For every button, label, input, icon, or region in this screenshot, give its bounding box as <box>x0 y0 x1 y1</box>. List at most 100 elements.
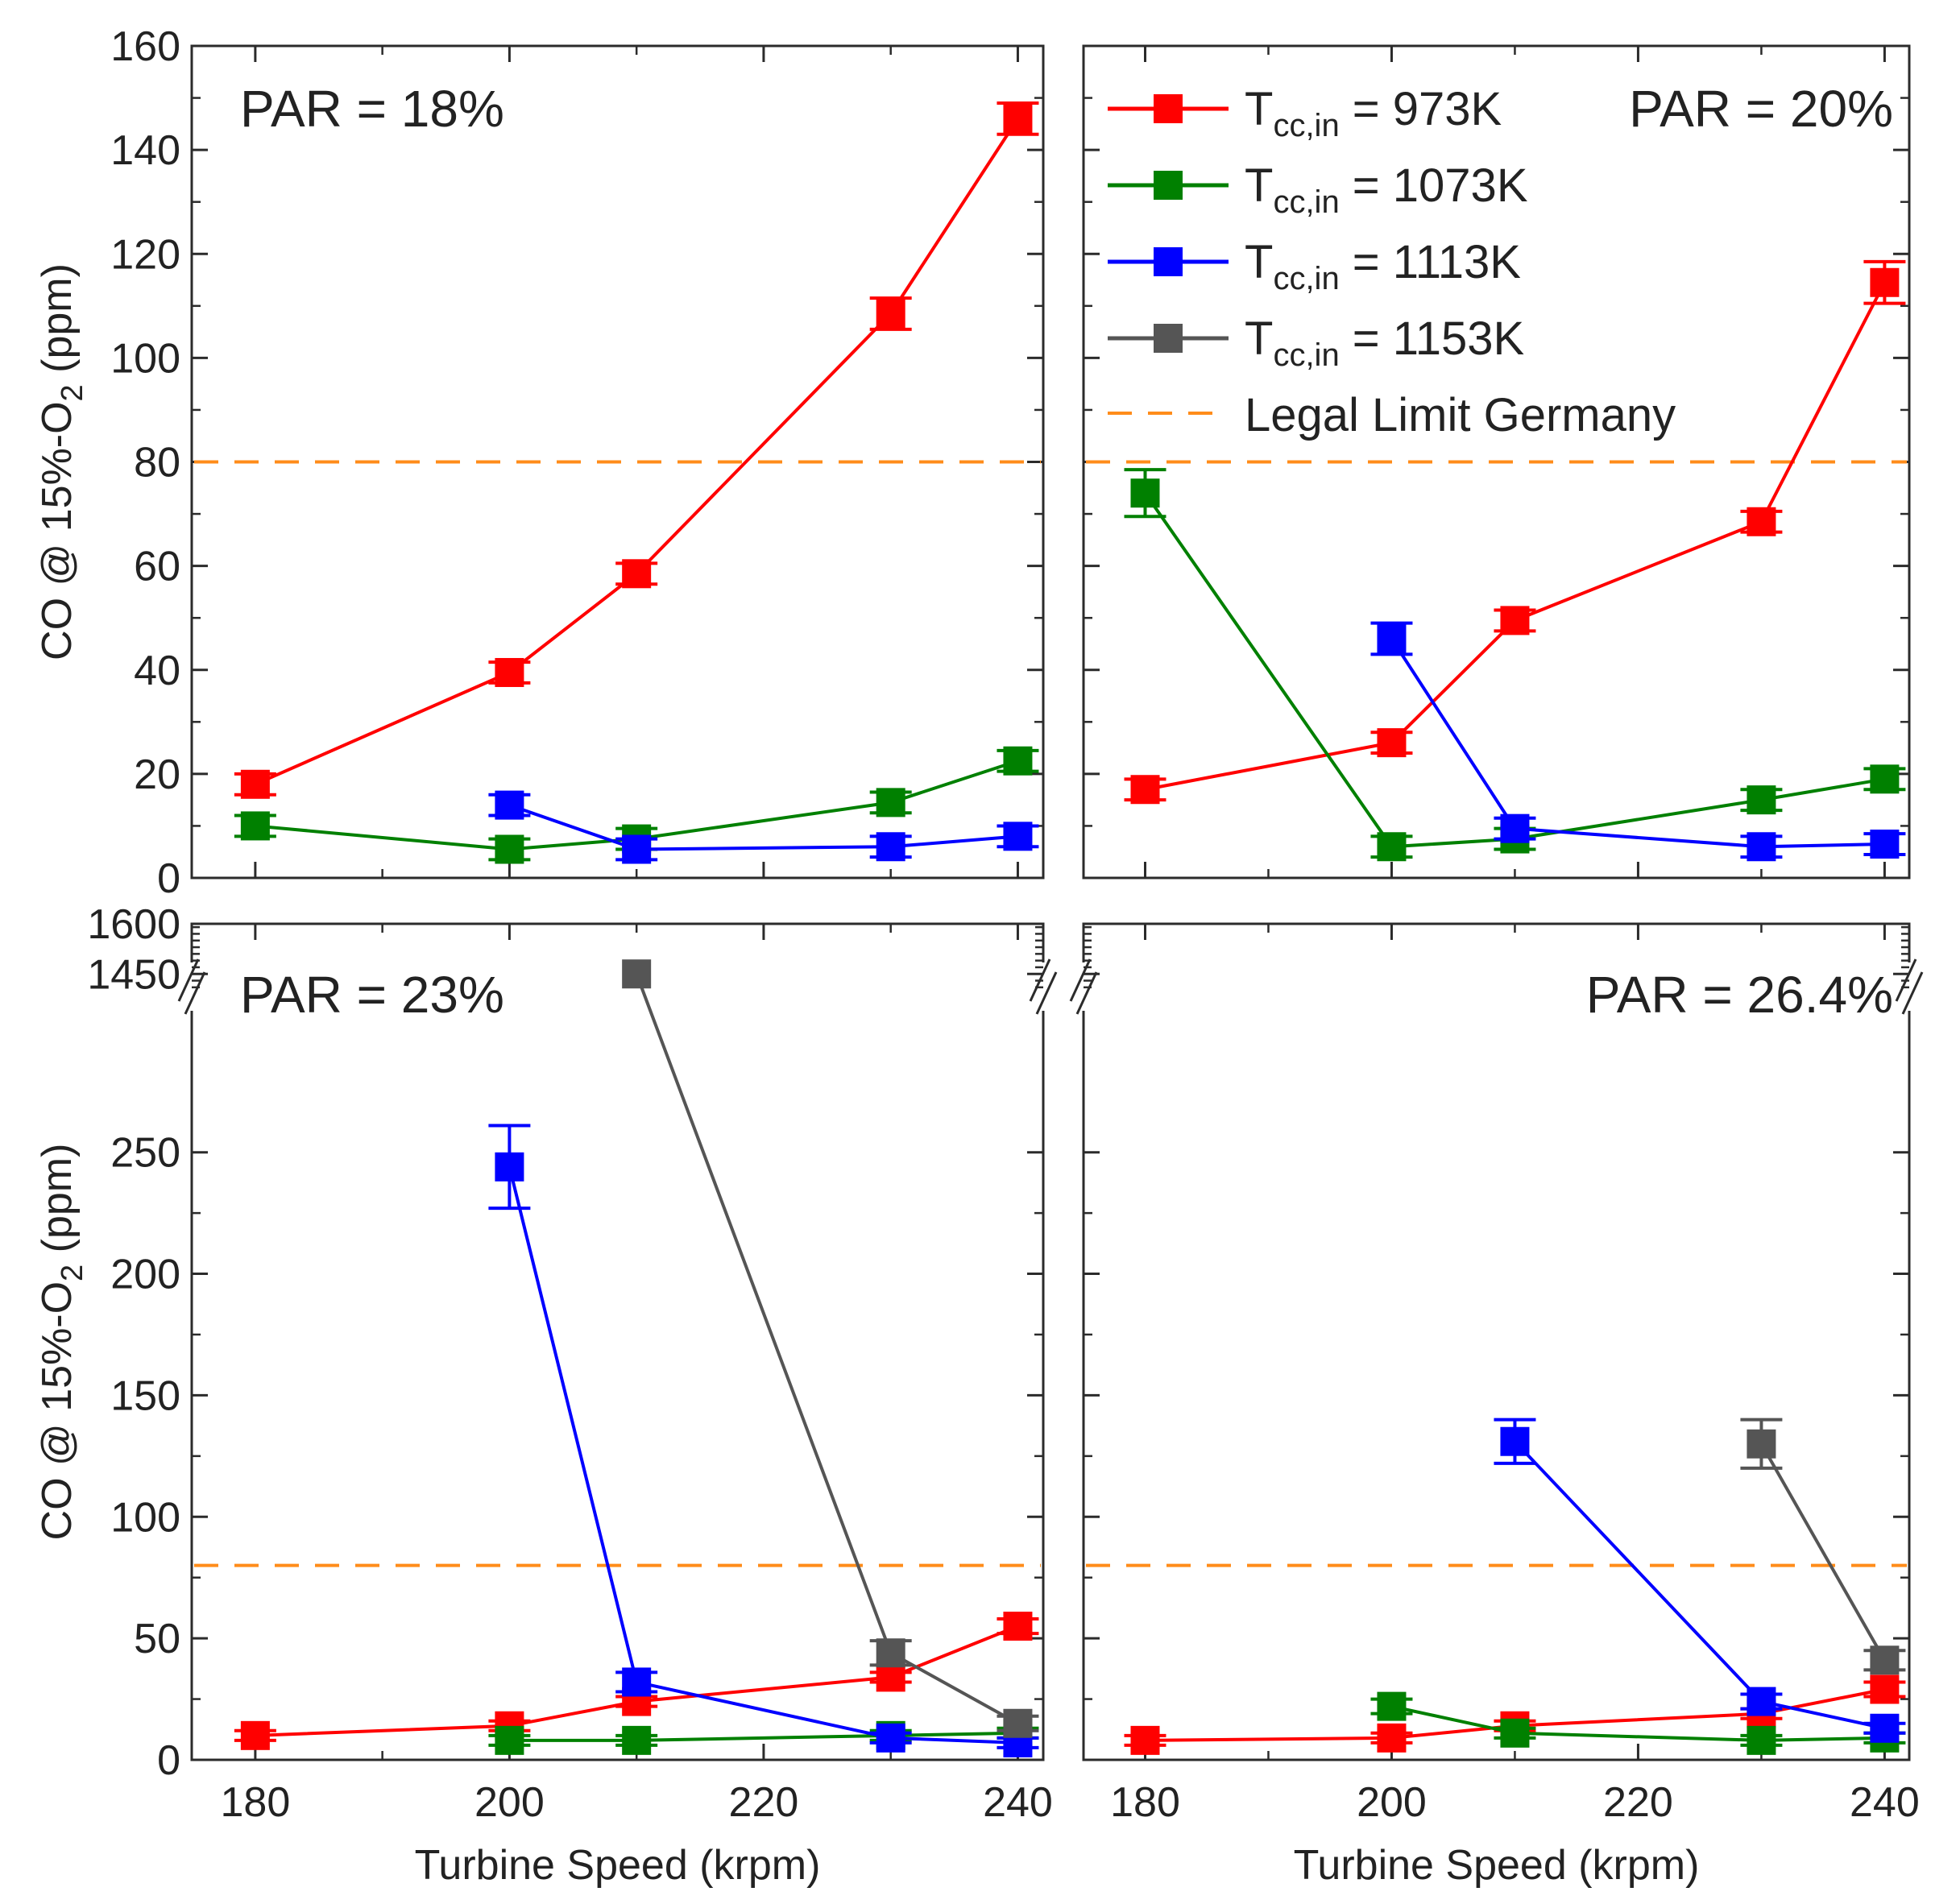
panel-title: PAR = 23% <box>240 966 504 1024</box>
axis-break-mark <box>1035 971 1058 1015</box>
data-point <box>622 559 652 589</box>
data-point <box>1747 785 1776 815</box>
y-tick-label: 40 <box>134 648 180 694</box>
data-point <box>1130 478 1160 508</box>
data-point <box>1870 830 1900 859</box>
legend-label: Legal Limit Germany <box>1245 389 1676 441</box>
axis-break-mark <box>184 971 206 1015</box>
plot-frame <box>190 922 1045 1761</box>
axis-break-mark <box>177 958 200 1002</box>
legend-swatch-marker <box>1154 94 1183 123</box>
y-tick-label: 0 <box>157 1737 180 1784</box>
legend-entry-1073K: Tcc,in = 1073K <box>1108 159 1528 220</box>
x-tick-label: 180 <box>220 1779 290 1826</box>
legend-entry-1153K: Tcc,in = 1153K <box>1108 313 1525 373</box>
legend-entry-limit: Legal Limit Germany <box>1108 389 1676 441</box>
data-point <box>1377 728 1407 758</box>
series-line <box>508 803 1018 851</box>
legend: Tcc,in = 973K Tcc,in = 1073K Tcc,in = 1113… <box>1108 83 1676 441</box>
data-point <box>1500 1718 1530 1748</box>
series-line <box>1513 1440 1885 1730</box>
panel-4: 180 200 220 240 Turbine Speed (krpm) PAR = 26… <box>1069 922 1924 1889</box>
y-tick-label: 50 <box>134 1616 180 1662</box>
data-point <box>1500 606 1530 635</box>
panel-2: PAR = 20% <box>1082 44 1911 880</box>
series-1153K <box>1740 1418 1906 1675</box>
data-point <box>240 769 270 799</box>
data-point <box>622 834 652 864</box>
data-point <box>876 299 905 329</box>
series-line <box>1391 1704 1885 1742</box>
data-point <box>1747 1725 1776 1755</box>
data-point <box>1130 775 1160 805</box>
axis-break-mark <box>1901 971 1924 1015</box>
data-point <box>495 834 524 864</box>
legend-label: Tcc,in = 973K <box>1245 83 1502 143</box>
y-tick-label-upper: 1450 <box>87 951 180 998</box>
panel-title: PAR = 20% <box>1629 80 1893 138</box>
data-point <box>622 1667 652 1697</box>
x-tick-label: 220 <box>1603 1779 1673 1826</box>
series-line <box>1759 1442 1887 1662</box>
x-tick-label: 220 <box>729 1779 799 1826</box>
data-point <box>1377 624 1407 654</box>
data-point <box>876 1638 905 1668</box>
data-point <box>1003 1708 1033 1738</box>
data-point <box>495 657 524 687</box>
axis-break-mark <box>1075 971 1098 1015</box>
data-point <box>876 1723 905 1753</box>
x-tick-label: 200 <box>474 1779 545 1826</box>
x-axis-label: Turbine Speed (krpm) <box>415 1842 821 1889</box>
legend-swatch-marker <box>1154 324 1183 353</box>
series-1073K <box>1124 468 1906 862</box>
y-axis-label: CO @ 15%-O2 (ppm) <box>34 263 89 660</box>
data-point <box>1870 1645 1900 1675</box>
data-point <box>1500 813 1530 843</box>
series-line <box>508 1166 1018 1745</box>
data-point <box>622 1725 652 1755</box>
y-axis-label: CO @ 15%-O2 (ppm) <box>34 1144 89 1541</box>
data-point <box>1747 1687 1776 1716</box>
plot-frame <box>1082 922 1911 1761</box>
legend-label: Tcc,in = 1153K <box>1245 313 1525 373</box>
data-point <box>876 788 905 817</box>
data-point <box>495 1152 524 1182</box>
x-tick-label: 240 <box>983 1779 1053 1826</box>
y-tick-label: 60 <box>134 544 180 590</box>
y-tick-label: 250 <box>110 1130 180 1177</box>
legend-label: Tcc,in = 1113K <box>1245 236 1521 296</box>
series-line <box>509 1731 1018 1742</box>
x-axis-label: Turbine Speed (krpm) <box>1294 1842 1700 1889</box>
data-point <box>495 790 524 820</box>
y-tick-label-upper: 1600 <box>87 901 180 948</box>
data-point <box>876 1662 905 1692</box>
x-tick-label: 200 <box>1357 1779 1427 1826</box>
y-tick-label: 100 <box>110 335 180 382</box>
series-1113K <box>488 1124 1039 1757</box>
series-line <box>635 973 1019 1725</box>
series-1113K <box>1370 621 1906 862</box>
legend-label: Tcc,in = 1073K <box>1245 159 1528 220</box>
legend-swatch-marker <box>1154 171 1183 200</box>
data-point <box>1870 1674 1900 1704</box>
legend-swatch-marker <box>1154 247 1183 276</box>
data-point <box>876 832 905 862</box>
y-tick-label: 120 <box>110 231 180 278</box>
x-tick-label: 180 <box>1110 1779 1180 1826</box>
data-point <box>1870 1713 1900 1743</box>
data-point <box>240 1720 270 1750</box>
panel-title: PAR = 26.4% <box>1586 966 1893 1024</box>
data-point <box>1500 1426 1530 1456</box>
series-1113K <box>1494 1418 1906 1743</box>
series-1153K <box>622 959 1039 1738</box>
x-tick-label: 240 <box>1850 1779 1920 1826</box>
panel-title: PAR = 18% <box>240 80 504 138</box>
data-point <box>1747 832 1776 862</box>
legend-entry-973K: Tcc,in = 973K <box>1108 83 1502 143</box>
y-tick-label: 150 <box>110 1372 180 1419</box>
y-tick-label: 140 <box>110 127 180 174</box>
data-point <box>1003 1612 1033 1641</box>
y-tick-label: 200 <box>110 1252 180 1298</box>
data-point <box>240 811 270 841</box>
